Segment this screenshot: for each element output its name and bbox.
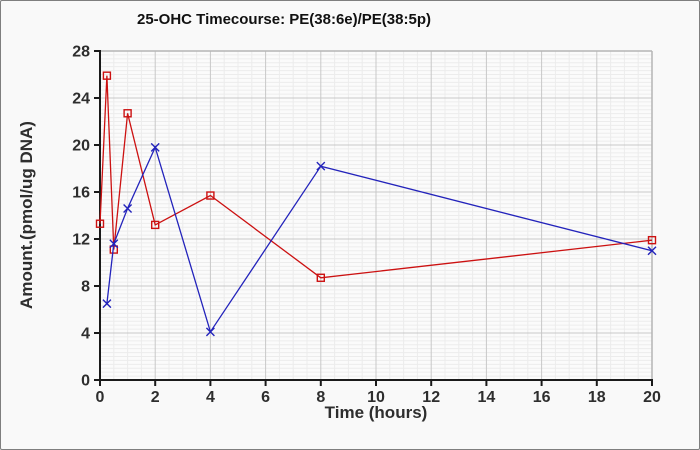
x-axis-title: Time (hours)	[324, 403, 428, 422]
blue-x-cross-series-marker	[109, 239, 119, 249]
red-open-square-series-marker	[150, 220, 160, 230]
blue-x-cross-series-marker	[647, 246, 657, 256]
red-open-square-series-marker	[647, 235, 657, 245]
blue-x-cross-series-marker	[123, 203, 133, 213]
y-tick-label: 8	[81, 279, 90, 296]
x-tick-label: 8	[316, 389, 325, 406]
y-tick-label: 12	[72, 232, 90, 249]
y-tick-label: 4	[81, 326, 90, 343]
x-tick-label: 0	[96, 389, 105, 406]
red-open-square-series-marker	[316, 273, 325, 282]
x-tick-label: 4	[206, 389, 215, 406]
blue-x-cross-series-marker	[150, 142, 160, 152]
red-open-square-series-marker	[206, 191, 215, 200]
x-tick-label: 10	[367, 389, 385, 406]
x-tick-label: 16	[533, 389, 551, 406]
red-open-square-series-marker	[102, 71, 112, 80]
red-open-square-series-line	[99, 75, 653, 279]
red-open-square-series-marker	[123, 109, 132, 118]
y-tick-label: 16	[72, 185, 90, 202]
y-tick-label: 0	[81, 373, 90, 390]
blue-x-cross-series-marker	[102, 299, 112, 309]
x-tick-label: 6	[261, 389, 270, 406]
chart-title: 25-OHC Timecourse: PE(38:6e)/PE(38:5p)	[137, 11, 431, 28]
x-tick-label: 20	[643, 389, 661, 406]
x-tick-label: 12	[422, 389, 440, 406]
x-tick-label: 2	[151, 389, 160, 406]
x-tick-label: 18	[588, 389, 606, 406]
blue-x-cross-series-marker	[205, 327, 215, 337]
y-tick-label: 24	[72, 91, 90, 108]
y-tick-label: 28	[72, 44, 90, 61]
blue-x-cross-series-marker	[316, 161, 326, 171]
red-open-square-series-marker	[95, 219, 105, 228]
y-tick-label: 20	[72, 138, 90, 155]
x-tick-label: 14	[478, 389, 496, 406]
